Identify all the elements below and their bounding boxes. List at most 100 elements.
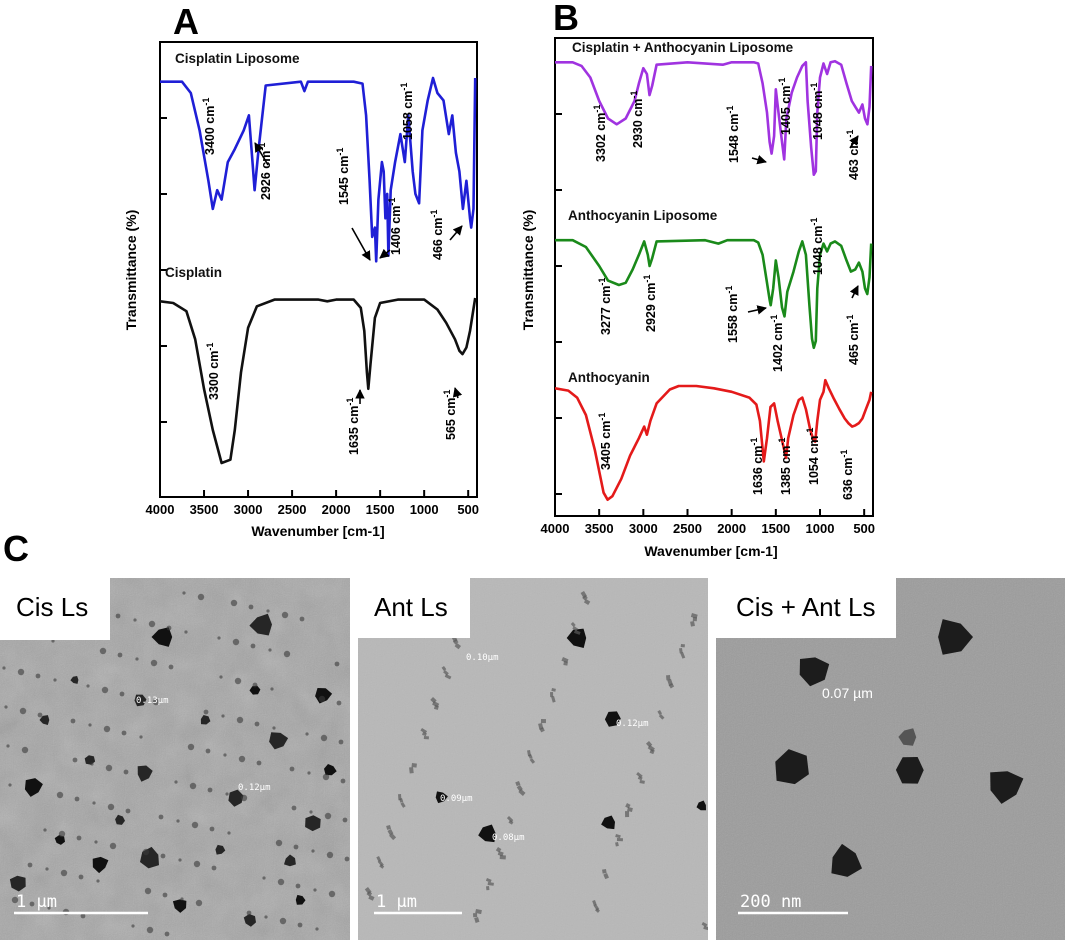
- tem-speck: [264, 915, 268, 919]
- panel-b-letter: B: [553, 0, 579, 38]
- tem-speck: [209, 826, 215, 832]
- panel-b-frame: [554, 37, 874, 517]
- tem-speck: [603, 873, 609, 880]
- panel-b-ylabel: Transmittance (%): [520, 210, 536, 331]
- tem-speck: [51, 639, 55, 643]
- tem-speck: [540, 719, 546, 724]
- peak-annotation: 1406 cm-1: [387, 198, 403, 255]
- panel-a-y-ticks: [160, 41, 167, 498]
- tem-speck: [573, 630, 581, 635]
- tem-speck: [326, 851, 334, 859]
- tem-particle: [134, 694, 147, 707]
- tem-speck: [485, 878, 492, 883]
- tem-particle: [269, 732, 289, 750]
- tem-speck: [474, 917, 480, 923]
- tem-speck: [338, 739, 344, 745]
- panel-a-xlabel: Wavenumber [cm-1]: [251, 523, 384, 539]
- tem-speck: [74, 796, 80, 802]
- tem-speck: [35, 673, 41, 679]
- tem-speck: [207, 787, 213, 793]
- tem-speck: [529, 758, 536, 764]
- tem-speck: [47, 906, 51, 910]
- tem-speck: [275, 839, 283, 847]
- peak-annotation: 1402 cm-1: [769, 315, 785, 372]
- tem-speck: [272, 726, 276, 730]
- tem-speck: [487, 882, 494, 886]
- tem-speck: [109, 842, 117, 850]
- tem-speck: [580, 591, 588, 599]
- tem-speck: [680, 651, 686, 659]
- tem-speck: [131, 924, 135, 928]
- tem-speck: [441, 666, 447, 671]
- tem-speck: [311, 849, 315, 853]
- tem-speck: [443, 670, 449, 676]
- peak-annotation: 1385 cm-1: [777, 438, 793, 495]
- peak-annotation: 3400 cm-1: [201, 98, 217, 155]
- tem-speck: [297, 922, 303, 928]
- peak-arrow: [449, 225, 463, 241]
- tem-speck: [639, 780, 645, 784]
- tem-particle: [70, 676, 79, 684]
- tem2-measure-2: 0.12µm: [616, 719, 649, 729]
- tem-speck: [103, 725, 111, 733]
- tem-speck: [320, 734, 328, 742]
- tem-speck: [17, 668, 25, 676]
- tem-speck: [475, 908, 482, 915]
- tem-speck: [4, 705, 8, 709]
- x-tick-label: 1000: [806, 521, 835, 536]
- tem-speck: [180, 897, 184, 901]
- tem-speck: [223, 753, 227, 757]
- tem1-measure-2: 0.12µm: [238, 783, 271, 793]
- tem-particle: [215, 844, 226, 855]
- tem-particle: [305, 815, 321, 832]
- peak-annotation: 636 cm-1: [839, 450, 855, 500]
- tem-speck: [592, 900, 597, 906]
- tem-speck: [444, 674, 452, 680]
- x-tick-label: 2000: [322, 502, 351, 517]
- tem-speck: [615, 842, 619, 847]
- tem-particle: [478, 824, 496, 843]
- tem-particle: [938, 619, 973, 655]
- tem-speck: [80, 913, 86, 919]
- tem-particle: [115, 814, 125, 825]
- tem-speck: [667, 679, 673, 686]
- tem-speck: [256, 760, 262, 766]
- tem-speck: [86, 684, 90, 688]
- tem-speck: [246, 910, 252, 916]
- tem2-measure-1: 0.10µm: [466, 653, 499, 663]
- tem-particle: [295, 894, 306, 905]
- peak-annotation: 1405 cm-1: [777, 78, 793, 135]
- peak-annotation: 1054 cm-1: [805, 428, 821, 485]
- tem-speck: [135, 657, 139, 661]
- tem-speck: [21, 746, 29, 754]
- tem-speck: [99, 647, 107, 655]
- peak-arrow: [254, 142, 269, 166]
- tem-speck: [123, 769, 129, 775]
- x-tick-label: 4000: [541, 521, 570, 536]
- tem-speck: [225, 792, 229, 796]
- tem-speck: [423, 736, 429, 740]
- tem-speck: [398, 794, 402, 801]
- tem-speck: [193, 860, 201, 868]
- tem-speck: [679, 648, 683, 654]
- tem-speck: [340, 778, 346, 784]
- tem-speck: [230, 599, 238, 607]
- series-title-combo-lipo: Cisplatin + Anthocyanin Liposome: [572, 40, 794, 55]
- tem-speck: [409, 767, 414, 774]
- tem-speck: [430, 697, 437, 704]
- peak-annotation: 463 cm-1: [845, 130, 861, 180]
- peak-arrow: [751, 155, 767, 165]
- tem-speck: [322, 773, 330, 781]
- tem-speck: [561, 657, 569, 664]
- tem-speck: [266, 609, 270, 613]
- tem-particle: [84, 755, 96, 765]
- peak-annotation: 565 cm-1: [442, 390, 458, 440]
- series-title-cis-lipo: Cisplatin Liposome: [175, 51, 300, 66]
- tem-speck: [236, 716, 244, 724]
- tem-speck: [368, 895, 375, 901]
- peak-annotation: 3405 cm-1: [597, 413, 613, 470]
- tem-speck: [254, 721, 260, 727]
- tem-speck: [232, 638, 240, 646]
- tem-particle: [566, 628, 587, 648]
- tem-speck: [703, 926, 708, 931]
